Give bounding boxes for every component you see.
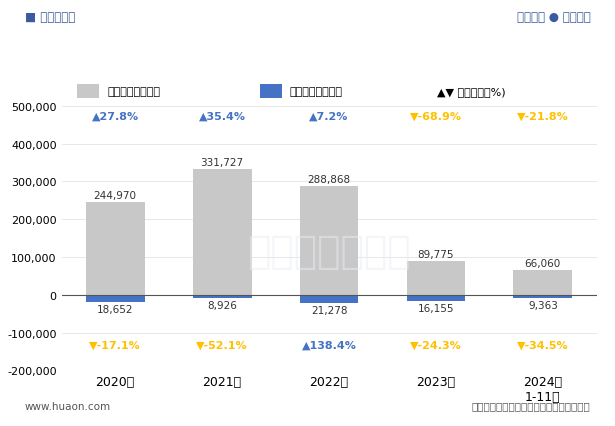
Bar xyxy=(86,203,145,295)
Text: ▼-17.1%: ▼-17.1% xyxy=(89,340,141,350)
Text: 8,926: 8,926 xyxy=(207,300,237,311)
Text: 21,278: 21,278 xyxy=(311,305,347,315)
Bar xyxy=(514,295,572,299)
Text: ▲7.2%: ▲7.2% xyxy=(309,112,349,121)
Bar xyxy=(77,85,99,99)
Text: 288,868: 288,868 xyxy=(308,174,351,184)
Text: ▲35.4%: ▲35.4% xyxy=(199,112,245,121)
Bar xyxy=(86,295,145,302)
Text: 89,775: 89,775 xyxy=(418,249,454,259)
Text: 9,363: 9,363 xyxy=(528,301,558,311)
Text: 244,970: 244,970 xyxy=(93,191,137,201)
Text: 16,155: 16,155 xyxy=(418,303,454,313)
Bar xyxy=(407,295,466,301)
Bar xyxy=(300,186,359,295)
Text: ▲▼ 同比增长（%): ▲▼ 同比增长（%) xyxy=(437,86,506,97)
Text: ▼-24.3%: ▼-24.3% xyxy=(410,340,462,350)
Bar xyxy=(192,170,252,295)
Text: 66,060: 66,060 xyxy=(525,258,561,268)
Text: 专业严谨 ● 客观科学: 专业严谨 ● 客观科学 xyxy=(517,11,590,23)
Bar xyxy=(192,295,252,299)
Bar xyxy=(300,295,359,303)
Bar xyxy=(407,261,466,295)
Text: 进口额（万美元）: 进口额（万美元） xyxy=(290,86,343,97)
Bar xyxy=(514,270,572,295)
Text: ▼-21.8%: ▼-21.8% xyxy=(517,112,569,121)
Text: ▼-34.5%: ▼-34.5% xyxy=(517,340,569,350)
Text: ▼-68.9%: ▼-68.9% xyxy=(410,112,462,121)
Text: 2020-2024年11月益阳市商品收发货人所在地进、出口额: 2020-2024年11月益阳市商品收发货人所在地进、出口额 xyxy=(132,46,483,65)
Text: 华经产业研究院: 华经产业研究院 xyxy=(247,233,411,271)
Text: www.huaon.com: www.huaon.com xyxy=(25,400,111,411)
Text: ■ 华经情报网: ■ 华经情报网 xyxy=(25,11,75,23)
Bar xyxy=(260,85,282,99)
Text: 331,727: 331,727 xyxy=(200,158,244,168)
Text: ▲27.8%: ▲27.8% xyxy=(92,112,139,121)
Text: ▼-52.1%: ▼-52.1% xyxy=(196,340,248,350)
Text: 出口额（万美元）: 出口额（万美元） xyxy=(108,86,161,97)
Text: ▲138.4%: ▲138.4% xyxy=(301,340,357,350)
Text: 18,652: 18,652 xyxy=(97,304,133,314)
Text: 数据来源：中国海关，华经产业研究院整理: 数据来源：中国海关，华经产业研究院整理 xyxy=(472,400,590,411)
